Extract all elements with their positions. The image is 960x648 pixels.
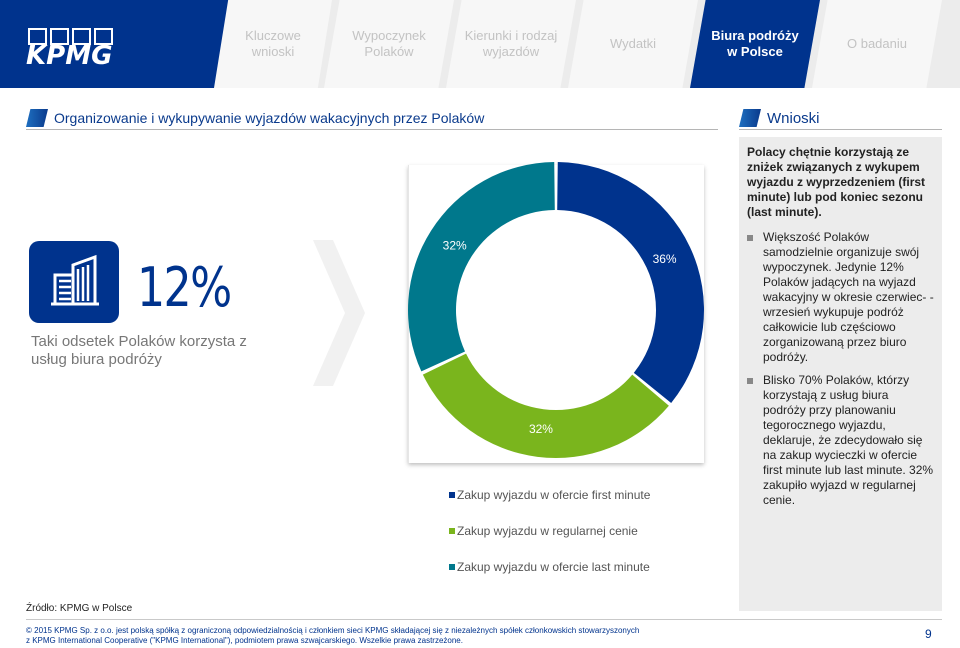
footer-line-1: © 2015 KPMG Sp. z o.o. jest polską spółk… bbox=[26, 626, 640, 635]
bullet-text: Większość Polaków samodzielnie organizuj… bbox=[763, 230, 934, 364]
page-number: 9 bbox=[925, 627, 932, 641]
logo-boxes-icon bbox=[28, 28, 113, 45]
tab-label: Biura podróży w Polsce bbox=[711, 28, 799, 59]
legend-swatch bbox=[449, 564, 455, 570]
legend-item-regular: Zakup wyjazdu w regularnej cenie bbox=[449, 524, 638, 538]
stat-caption: Taki odsetek Polaków korzysta z usług bi… bbox=[31, 333, 247, 368]
tab-kierunki[interactable]: Kierunki i rodzaj wyjazdów bbox=[446, 0, 576, 88]
left-section-title: Organizowanie i wykupywanie wyjazdów wak… bbox=[26, 108, 484, 128]
bullet-text: Blisko 70% Polaków, którzy korzystają z … bbox=[763, 373, 934, 507]
donut-chart-frame bbox=[408, 165, 704, 463]
legend-swatch bbox=[449, 528, 455, 534]
section-marker-icon bbox=[739, 109, 761, 127]
legend-swatch bbox=[449, 492, 455, 498]
legend-label: Zakup wyjazdu w ofercie first minute bbox=[457, 488, 651, 502]
conclusion-bullet: Blisko 70% Polaków, którzy korzystają z … bbox=[747, 373, 934, 508]
footer-line-2: z KPMG International Cooperative ("KPMG … bbox=[26, 636, 463, 645]
footer-legal: © 2015 KPMG Sp. z o.o. jest polską spółk… bbox=[26, 626, 639, 646]
kpmg-logo[interactable]: KPMG bbox=[26, 28, 113, 69]
logo-text: KPMG bbox=[26, 41, 113, 71]
tab-label: Wydatki bbox=[609, 36, 657, 51]
footer-divider bbox=[26, 619, 942, 620]
divider bbox=[26, 129, 718, 130]
source-note: Źródło: KPMG w Polsce bbox=[26, 603, 133, 614]
tab-label: Wypoczynek Polaków bbox=[352, 28, 426, 59]
tab-o-badaniu[interactable]: O badaniu bbox=[812, 0, 942, 88]
top-navigation: KPMG Kluczowe wnioski Wypoczynek Polaków… bbox=[0, 0, 960, 88]
tab-biura-podrozy[interactable]: Biura podróży w Polsce bbox=[690, 0, 820, 88]
legend-label: Zakup wyjazdu w regularnej cenie bbox=[457, 524, 638, 538]
conclusion-bullet: Większość Polaków samodzielnie organizuj… bbox=[747, 230, 934, 365]
stat-value: 12% bbox=[137, 256, 232, 319]
right-section-title: Wnioski bbox=[739, 108, 820, 128]
conclusions-panel: Polacy chętnie korzystają ze zniżek zwią… bbox=[739, 137, 942, 611]
conclusions-lead: Polacy chętnie korzystają ze zniżek zwią… bbox=[747, 145, 926, 219]
building-icon bbox=[29, 241, 119, 323]
tab-label: Kierunki i rodzaj wyjazdów bbox=[464, 28, 558, 59]
bullet-icon bbox=[747, 378, 753, 384]
chevron-right-icon bbox=[313, 240, 365, 391]
divider bbox=[739, 129, 942, 130]
left-section-title-text: Organizowanie i wykupywanie wyjazdów wak… bbox=[54, 110, 485, 126]
bullet-icon bbox=[747, 235, 753, 241]
legend-item-first-minute: Zakup wyjazdu w ofercie first minute bbox=[449, 488, 650, 502]
tab-label: O badaniu bbox=[847, 36, 907, 51]
legend-label: Zakup wyjazdu w ofercie last minute bbox=[457, 560, 650, 574]
tab-kluczowe-wnioski[interactable]: Kluczowe wnioski bbox=[214, 0, 332, 88]
legend-item-last-minute: Zakup wyjazdu w ofercie last minute bbox=[449, 560, 650, 574]
section-marker-icon bbox=[26, 109, 48, 127]
tab-wydatki[interactable]: Wydatki bbox=[568, 0, 698, 88]
tab-label: Kluczowe wnioski bbox=[245, 28, 301, 59]
right-section-title-text: Wnioski bbox=[767, 109, 820, 127]
tab-wypoczynek[interactable]: Wypoczynek Polaków bbox=[324, 0, 454, 88]
